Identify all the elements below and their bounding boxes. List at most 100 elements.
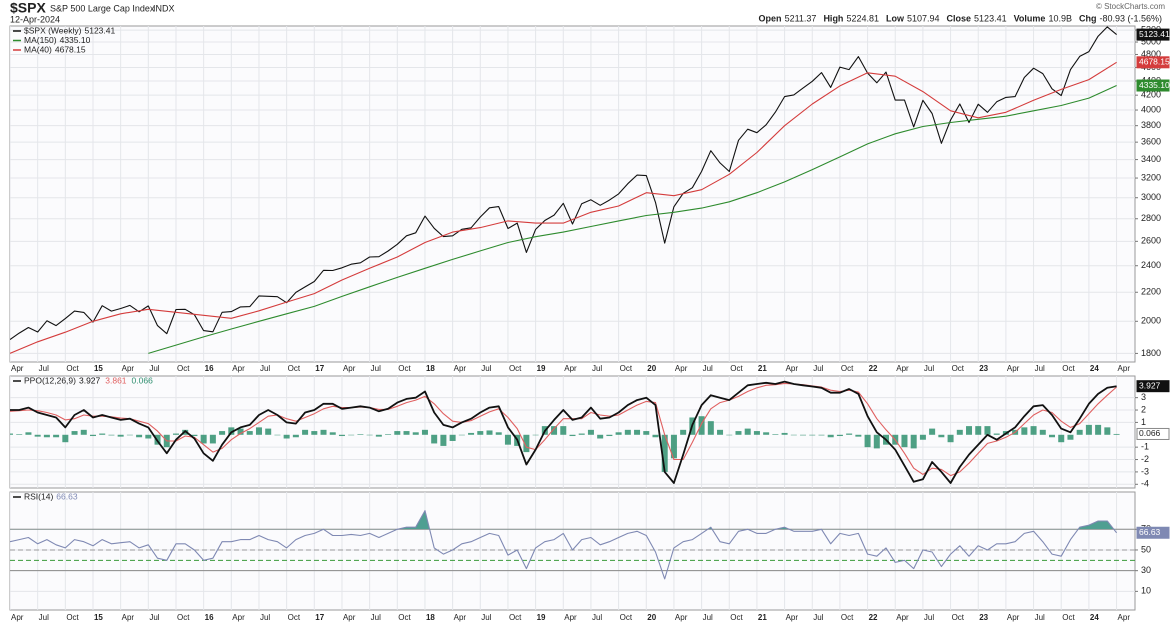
histogram-bar	[209, 434, 216, 444]
x-tick-label: 22	[869, 613, 878, 622]
x-tick-label: Jul	[703, 364, 713, 373]
y-tick-label: -4	[1141, 479, 1149, 489]
histogram-bar	[53, 434, 60, 438]
panel-background	[9, 375, 1136, 489]
histogram-bar	[504, 434, 511, 445]
histogram-bar	[901, 434, 908, 448]
histogram-bar	[800, 434, 807, 436]
histogram-bar	[652, 434, 659, 438]
x-tick-label: 16	[205, 364, 214, 373]
legend-value: 3.927	[79, 375, 101, 385]
legend-value: 4678.15	[55, 44, 86, 54]
histogram-bar	[1085, 424, 1092, 435]
last-value-label: 5123.41	[1139, 29, 1170, 39]
legend-entry: MA(150)	[24, 35, 57, 45]
x-tick-label: Apr	[343, 364, 356, 373]
histogram-bar	[569, 434, 576, 437]
histogram-bar	[929, 428, 936, 435]
last-value-box	[1136, 526, 1170, 539]
histogram-bar	[670, 434, 677, 459]
x-tick-label: Apr	[1118, 364, 1131, 373]
x-tick-label: Apr	[786, 613, 799, 622]
exchange: INDX	[153, 3, 175, 13]
histogram-bar	[421, 429, 428, 435]
stat-value: -80.93 (-1.56%)	[1099, 13, 1162, 23]
histogram-bar	[10, 433, 13, 435]
x-tick-label: Jul	[924, 613, 934, 622]
histogram-bar	[62, 434, 69, 443]
histogram-bar	[458, 434, 465, 436]
plot-area	[10, 376, 1135, 488]
x-tick-label: Apr	[896, 364, 909, 373]
histogram-bar	[145, 434, 152, 439]
x-tick-label: Jul	[481, 364, 491, 373]
last-value-label: 4678.15	[1139, 57, 1170, 67]
histogram-bar	[560, 426, 567, 435]
x-tick-label: Apr	[786, 364, 799, 373]
histogram-bar	[274, 434, 281, 436]
x-tick-label: Apr	[564, 364, 577, 373]
histogram-bar	[551, 426, 558, 435]
histogram-bar	[1049, 434, 1056, 438]
histogram-bar	[606, 434, 613, 437]
histogram-bar	[265, 428, 272, 435]
histogram-bar	[753, 431, 760, 435]
histogram-bar	[486, 430, 493, 435]
histogram-bar	[283, 434, 290, 439]
y-tick-label: -1	[1141, 442, 1149, 452]
x-tick-label: 24	[1090, 613, 1099, 622]
plot-area	[10, 492, 1135, 610]
histogram-bar	[16, 434, 23, 435]
histogram-bar	[375, 434, 382, 437]
panel-title: RSI(14)	[24, 491, 53, 501]
last-value-box	[1136, 380, 1170, 393]
y-tick-label: 3800	[1141, 120, 1161, 130]
histogram-bar	[993, 433, 1000, 435]
last-value-box	[1136, 79, 1170, 92]
x-tick-label: Apr	[1007, 364, 1020, 373]
series-line	[10, 510, 1118, 580]
x-tick-label: 21	[758, 364, 767, 373]
x-tick-label: Jul	[39, 613, 49, 622]
x-tick-label: Apr	[343, 613, 356, 622]
histogram-bar	[744, 428, 751, 435]
x-tick-label: 23	[979, 613, 988, 622]
x-tick-label: Oct	[288, 613, 301, 622]
y-tick-label: 2400	[1141, 260, 1161, 270]
histogram-bar	[385, 434, 392, 435]
plot-area	[10, 26, 1135, 362]
histogram-bar	[43, 434, 50, 438]
histogram-bar	[587, 429, 594, 435]
histogram-bar	[71, 431, 78, 435]
histogram-bar	[320, 429, 327, 435]
histogram-bar	[1021, 427, 1028, 435]
last-value-label: 0.066	[1139, 428, 1161, 438]
y-tick-label: 30	[1141, 565, 1151, 575]
x-tick-label: Oct	[841, 364, 854, 373]
panel-title: PPO(12,26,9)	[24, 375, 76, 385]
histogram-bar	[1076, 429, 1083, 435]
y-tick-label: 3000	[1141, 192, 1161, 202]
histogram-bar	[919, 434, 926, 440]
x-tick-label: Oct	[66, 613, 79, 622]
histogram-bar	[966, 426, 973, 435]
histogram-bar	[947, 434, 954, 443]
series-line	[10, 382, 1117, 477]
histogram-bar	[818, 434, 825, 436]
index-name: S&P 500 Large Cap Index	[50, 3, 155, 13]
legend-value: 4335.10	[60, 35, 91, 45]
x-tick-label: Oct	[620, 364, 633, 373]
histogram-bar	[956, 429, 963, 435]
y-tick-label: 1	[1141, 417, 1146, 427]
histogram-bar	[431, 434, 438, 444]
histogram-bar	[440, 434, 447, 446]
histogram-bar	[1104, 427, 1111, 435]
x-tick-label: 16	[205, 613, 214, 622]
x-tick-label: Jul	[481, 613, 491, 622]
x-tick-label: Oct	[398, 613, 411, 622]
panel-background	[9, 25, 1136, 363]
histogram-bar	[855, 434, 862, 437]
histogram-bar	[366, 434, 373, 436]
